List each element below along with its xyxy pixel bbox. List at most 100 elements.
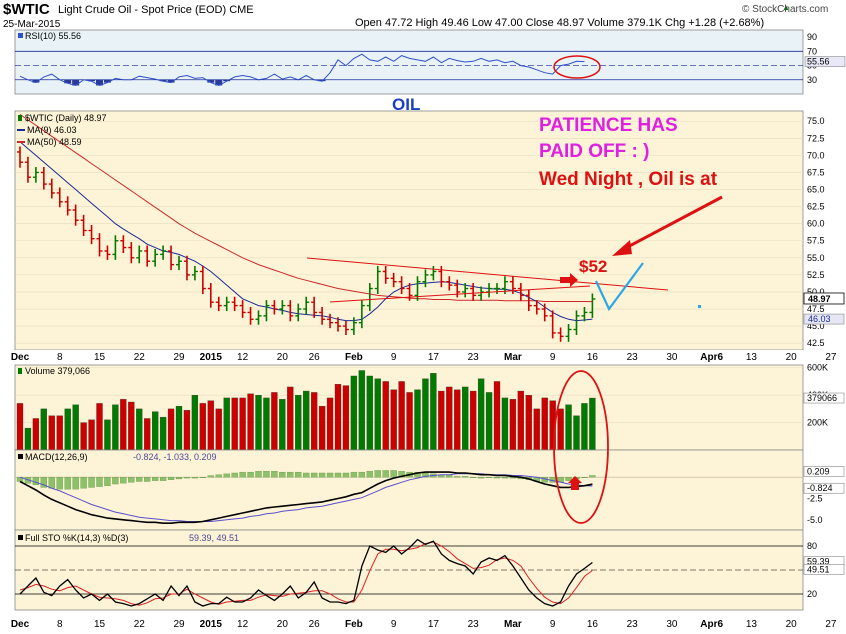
macd-histogram-bar	[342, 472, 350, 478]
sto-legend-swatch	[18, 535, 23, 540]
rsi-value-label: 55.56	[807, 57, 830, 67]
up-arrow-icon: ▲	[782, 3, 790, 12]
volume-bar	[398, 381, 405, 451]
macd-histogram-bar	[318, 472, 326, 478]
macd-histogram-bar	[120, 477, 127, 484]
macd-histogram-bar	[183, 477, 191, 479]
price-tick-label: 65.0	[807, 185, 825, 195]
bottom-xaxis-label: Apr6	[700, 619, 723, 630]
price-series-label: $WTIC (Daily) 48.97	[25, 113, 107, 123]
volume-bar	[104, 419, 111, 451]
volume-bar	[501, 397, 509, 451]
bottom-xaxis-label: 2015	[200, 619, 223, 630]
bottom-xaxis-label: 12	[237, 619, 249, 630]
ma9-price-tag	[803, 313, 845, 325]
price-xaxis-label: 30	[666, 352, 678, 363]
volume-tick-label: 600K	[807, 363, 828, 373]
price-tick-label: 55.0	[807, 253, 825, 263]
price-tick-label: 50.0	[807, 287, 825, 297]
macd-histogram-bar	[159, 477, 167, 481]
macd-histogram-bar	[112, 477, 119, 485]
sto-tick-label: 20	[807, 589, 817, 599]
volume-bar	[40, 408, 47, 451]
volume-bar	[215, 408, 222, 451]
macd-histogram-bar	[493, 477, 501, 479]
macd-histogram-bar	[565, 477, 572, 481]
annotation-target-price: $52	[579, 257, 608, 276]
volume-bar	[366, 375, 373, 451]
quote-summary: Open 47.72 High 49.46 Low 47.00 Close 48…	[355, 17, 765, 29]
price-xaxis-label: 17	[428, 352, 440, 363]
macd-histogram-bar	[199, 477, 207, 478]
price-xaxis-label: Mar	[504, 352, 522, 363]
bottom-xaxis-label: 22	[134, 619, 146, 630]
volume-bar	[422, 378, 429, 451]
volume-bar	[557, 408, 564, 451]
annotation-arrow-line	[621, 195, 723, 252]
volume-bar	[72, 404, 79, 451]
price-xaxis-label: 20	[277, 352, 289, 363]
macd-histogram-bar	[509, 477, 517, 479]
bottom-xaxis-label: 13	[746, 619, 758, 630]
price-xaxis-label: Dec	[11, 352, 30, 363]
volume-legend-swatch	[18, 368, 22, 374]
price-xaxis-label: 16	[587, 352, 599, 363]
bottom-xaxis-label: 9	[550, 619, 556, 630]
bottom-xaxis-label: 20	[277, 619, 289, 630]
price-xaxis-label: 9	[550, 352, 556, 363]
ma9-legend-label: MA(9) 46.03	[27, 125, 77, 135]
volume-bar	[493, 381, 501, 451]
macd-histogram-bar	[310, 472, 318, 478]
volume-bar	[223, 397, 230, 451]
bottom-xaxis-label: Dec	[11, 619, 30, 630]
price-xaxis-label: Feb	[345, 352, 363, 363]
bottom-xaxis-label: 8	[57, 619, 63, 630]
volume-bar	[96, 403, 103, 451]
volume-bar	[112, 404, 119, 451]
macd-histogram-bar	[88, 477, 95, 488]
macd-histogram-bar	[501, 477, 509, 479]
annotation-checkmark	[595, 262, 644, 312]
rsi-label: RSI(10) 55.56	[25, 31, 81, 41]
date-label: 25-Mar-2015	[3, 19, 61, 30]
volume-tick-label: 200K	[807, 418, 828, 428]
macd-histogram-bar	[136, 477, 143, 482]
volume-bar	[446, 386, 453, 451]
macd-histogram-bar	[485, 477, 493, 478]
volume-bar	[541, 397, 548, 451]
macd-histogram-bar	[477, 477, 485, 479]
macd-histogram-bar	[390, 470, 397, 478]
bottom-xaxis-label: 29	[173, 619, 185, 630]
volume-bar	[136, 408, 143, 451]
macd-histogram-bar	[581, 477, 588, 478]
price-xaxis-label: 20	[786, 352, 798, 363]
macd-histogram-bar	[287, 471, 294, 478]
annotation-dot	[698, 305, 701, 308]
volume-bar	[32, 418, 40, 451]
bottom-xaxis-label: 15	[94, 619, 106, 630]
macd-histogram-bar	[32, 477, 40, 486]
volume-bar	[48, 415, 55, 451]
bottom-xaxis-label: 16	[587, 619, 599, 630]
volume-bar	[231, 397, 238, 451]
volume-bar	[382, 381, 389, 451]
macd-line	[19, 471, 593, 525]
macd-histogram-bar	[263, 471, 270, 478]
price-xaxis-label: 13	[746, 352, 758, 363]
macd-histogram-bar	[104, 477, 111, 486]
price-tick-label: 60.0	[807, 219, 825, 229]
volume-bar	[573, 415, 580, 451]
volume-bar	[303, 390, 310, 451]
volume-value-label: 379066	[807, 393, 837, 403]
sto-tick-label: 49.51	[807, 564, 830, 574]
volume-bar	[406, 392, 413, 451]
macd-value-tag	[803, 482, 845, 494]
volume-bar	[350, 375, 358, 451]
bottom-xaxis-label: 26	[309, 619, 321, 630]
price-xaxis-label: 8	[57, 352, 63, 363]
volume-highlight-ellipse	[553, 370, 609, 524]
volume-bar	[175, 405, 183, 451]
symbol-label: $WTIC	[3, 1, 50, 18]
macd-histogram-bar	[303, 472, 310, 478]
volume-bar	[374, 378, 381, 451]
